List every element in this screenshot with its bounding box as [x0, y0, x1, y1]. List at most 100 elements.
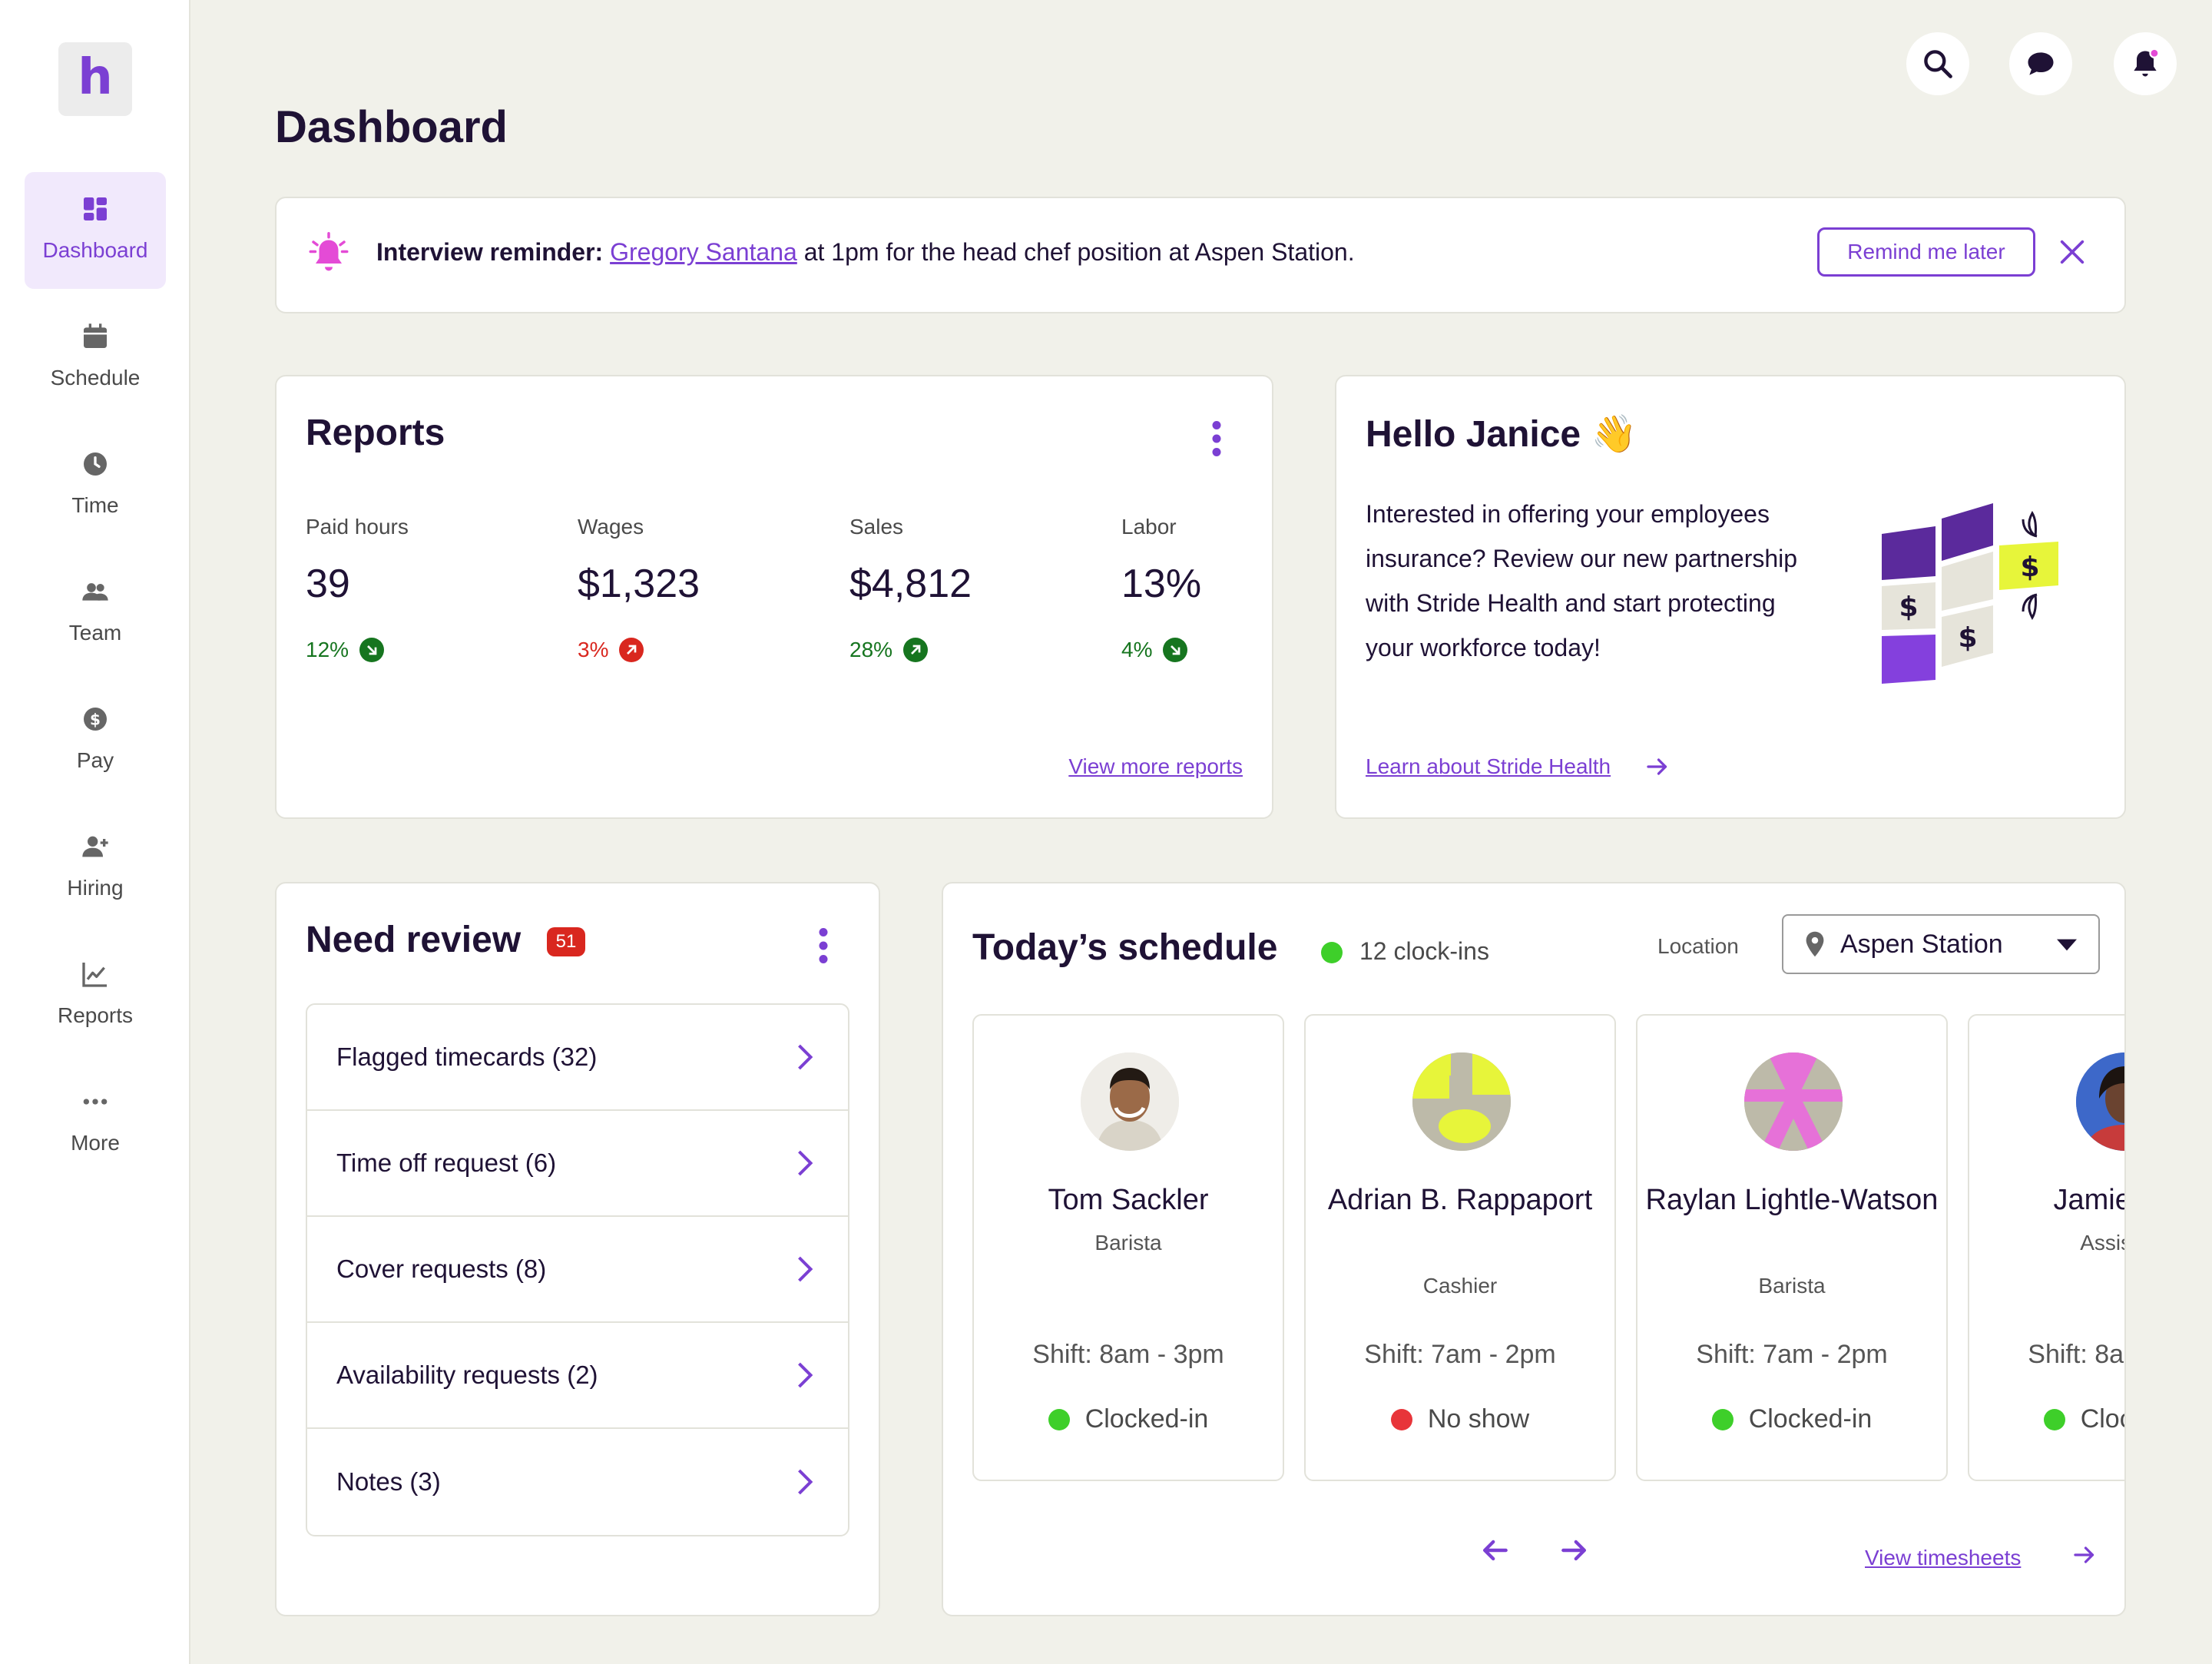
metric-label: Paid hours — [306, 515, 409, 539]
employee-name: Tom Sackler — [1048, 1184, 1209, 1216]
metric-sales: Sales $4,812 28% — [849, 515, 1095, 662]
sidebar-item-team[interactable]: Team — [25, 555, 166, 671]
kebab-menu-icon[interactable] — [816, 926, 831, 965]
more-icon — [83, 1099, 108, 1105]
clock-icon — [84, 452, 107, 476]
sidebar-item-label: Dashboard — [42, 238, 148, 262]
metric-change-value: 3% — [578, 638, 609, 661]
sidebar-item-dashboard[interactable]: Dashboard — [25, 172, 166, 289]
chevron-right-icon — [798, 1256, 813, 1282]
dollar-icon: $ — [84, 708, 107, 731]
banner-rest: at 1pm for the head chef position at Asp… — [796, 238, 1355, 266]
arrow-up-right-icon — [619, 638, 644, 662]
review-item-availability[interactable]: Availability requests (2) — [307, 1323, 848, 1429]
kebab-menu-icon[interactable] — [1209, 419, 1224, 458]
employee-shift: Shift: 7am - 2pm — [1696, 1340, 1888, 1369]
review-list: Flagged timecards (32) Time off request … — [306, 1003, 849, 1536]
chevron-right-icon — [798, 1150, 813, 1176]
sidebar-item-label: Pay — [76, 748, 114, 772]
location-select[interactable]: Aspen Station — [1782, 914, 2100, 974]
page-title: Dashboard — [275, 102, 508, 152]
review-item-cover-requests[interactable]: Cover requests (8) — [307, 1217, 848, 1323]
status-dot — [1711, 1408, 1734, 1430]
svg-text:$: $ — [1958, 622, 1977, 654]
employee-shift: Shift: 8am - 3pm — [2028, 1340, 2124, 1369]
location-value: Aspen Station — [1840, 929, 2003, 959]
employee-name: Jamie Villa — [2053, 1184, 2126, 1216]
metric-change: 12% — [306, 638, 551, 662]
arrow-left-icon[interactable] — [1478, 1533, 1512, 1567]
employee-card[interactable]: Adrian B. Rappaport Cashier Shift: 7am -… — [1304, 1014, 1616, 1481]
metric-label: Wages — [578, 515, 644, 539]
sidebar-item-schedule[interactable]: Schedule — [25, 300, 166, 416]
sidebar-item-more[interactable]: More — [25, 1065, 166, 1182]
employee-status: No show — [1306, 1404, 1614, 1434]
employee-status-label: Clocked-in — [1748, 1404, 1873, 1434]
employee-avatar — [1744, 1052, 1843, 1151]
sidebar-item-pay[interactable]: $ Pay — [25, 682, 166, 799]
employee-role: Barista — [1094, 1231, 1162, 1255]
employee-avatar — [1412, 1052, 1511, 1151]
employee-role: Barista — [1758, 1274, 1826, 1298]
arrow-right-icon[interactable] — [1558, 1533, 1591, 1567]
need-review-title: Need review — [306, 920, 522, 960]
sidebar: h Dashboard Schedule Time Team $ Pay Hir… — [0, 0, 190, 1664]
logo[interactable]: h — [58, 42, 132, 116]
employee-name: Adrian B. Rappaport — [1327, 1184, 1593, 1216]
notifications-button[interactable] — [2114, 32, 2177, 95]
sidebar-item-reports[interactable]: Reports — [25, 937, 166, 1054]
todays-schedule-card: Today’s schedule 12 clock-ins Location A… — [942, 882, 2126, 1616]
hello-body-line: Interested in offering your employees — [1366, 500, 1770, 528]
remind-me-later-button[interactable]: Remind me later — [1817, 227, 2035, 277]
metric-paid-hours: Paid hours 39 12% — [306, 515, 551, 662]
review-item-label: Cover requests (8) — [336, 1255, 547, 1283]
sidebar-item-hiring[interactable]: Hiring — [25, 810, 166, 926]
review-item-flagged-timecards[interactable]: Flagged timecards (32) — [307, 1005, 848, 1111]
employee-role: Cashier — [1422, 1274, 1498, 1298]
interview-reminder-banner: Interview reminder: Gregory Santana at 1… — [275, 197, 2126, 313]
arrow-right-icon[interactable] — [1644, 753, 1671, 781]
metric-label: Sales — [849, 515, 904, 539]
close-icon[interactable] — [2057, 237, 2088, 267]
hello-card: Hello Janice 👋 Interested in offering yo… — [1335, 375, 2126, 819]
metric-change: 28% — [849, 638, 1095, 662]
arrow-right-icon[interactable] — [2071, 1541, 2098, 1569]
employee-shift: Shift: 8am - 3pm — [1032, 1340, 1224, 1369]
hello-body-line: with Stride Health and start protecting — [1366, 589, 1776, 617]
review-item-label: Availability requests (2) — [336, 1361, 598, 1389]
metric-wages: Wages $1,323 3% — [578, 515, 823, 662]
status-dot — [2043, 1408, 2065, 1430]
schedule-title: Today’s schedule — [972, 927, 1278, 968]
review-item-notes[interactable]: Notes (3) — [307, 1429, 848, 1535]
metric-change-value: 4% — [1121, 638, 1153, 661]
svg-text:$: $ — [1899, 592, 1918, 623]
need-review-card: Need review 51 Flagged timecards (32) Ti… — [275, 882, 880, 1616]
arrow-up-right-icon — [903, 638, 929, 662]
sidebar-item-label: Time — [71, 493, 119, 517]
review-item-time-off[interactable]: Time off request (6) — [307, 1111, 848, 1217]
metric-labor: Labor 13% 4% — [1121, 515, 1260, 662]
clockins-count: 12 clock-ins — [1359, 937, 1489, 965]
review-item-label: Time off request (6) — [336, 1149, 557, 1177]
candidate-link[interactable]: Gregory Santana — [610, 238, 797, 266]
employee-card[interactable]: Tom Sackler Barista Shift: 8am - 3pm Clo… — [972, 1014, 1284, 1481]
chat-button[interactable] — [2009, 32, 2072, 95]
search-button[interactable] — [1906, 32, 1969, 95]
metric-change: 4% — [1121, 638, 1260, 662]
sidebar-item-label: More — [71, 1131, 120, 1155]
status-dot — [1048, 1408, 1070, 1430]
banner-message: Interview reminder: Gregory Santana at 1… — [376, 238, 1355, 267]
learn-stride-health-link[interactable]: Learn about Stride Health — [1366, 754, 1611, 778]
employee-status: Clocked-in — [974, 1404, 1283, 1434]
hello-body-line: insurance? Review our new partnership — [1366, 545, 1798, 572]
view-more-reports-link[interactable]: View more reports — [1068, 754, 1243, 778]
employee-card[interactable]: Raylan Lightle-Watson Barista Shift: 7am… — [1636, 1014, 1948, 1481]
review-item-label: Notes (3) — [336, 1467, 441, 1496]
calendar-icon — [84, 323, 107, 348]
banner-bold: Interview reminder: — [376, 238, 604, 266]
sidebar-item-time[interactable]: Time — [25, 427, 166, 544]
view-timesheets-link[interactable]: View timesheets — [1865, 1546, 2022, 1570]
employee-card[interactable]: Jamie Villa Assistant Shift: 8am - 3pm C… — [1968, 1014, 2126, 1481]
metric-change: 3% — [578, 638, 823, 662]
svg-text:$: $ — [90, 711, 101, 729]
